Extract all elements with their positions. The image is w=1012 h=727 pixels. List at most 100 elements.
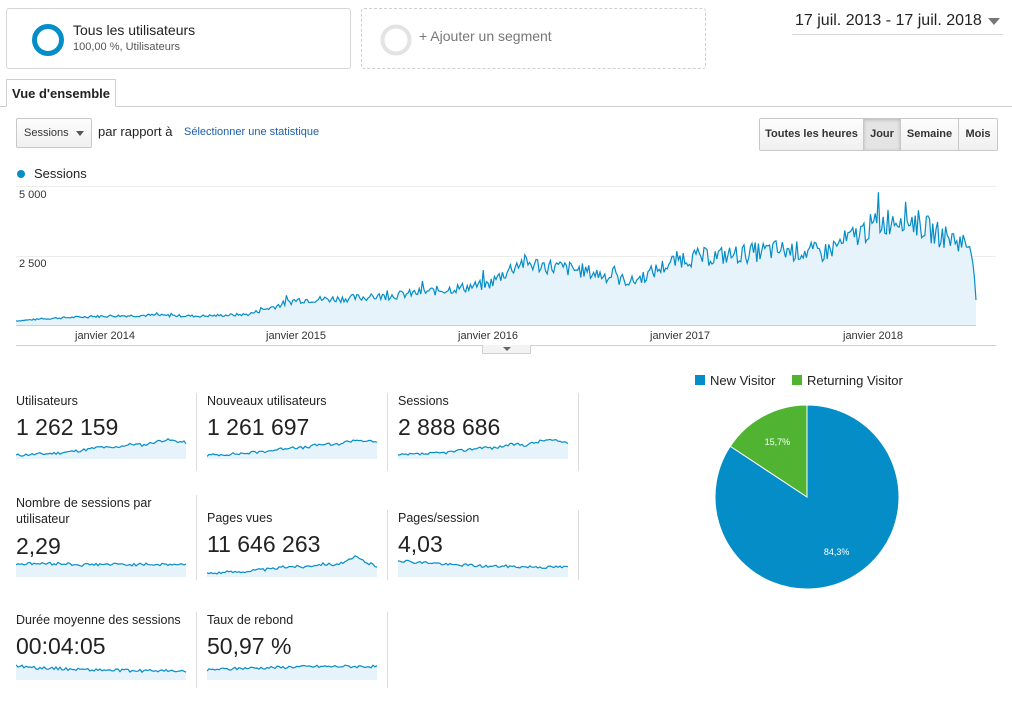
sessions-line-chart[interactable] [16, 186, 996, 326]
metric-divider [578, 510, 579, 580]
metric-label: Taux de rebond [207, 613, 294, 627]
tab-overview[interactable]: Vue d'ensemble [6, 79, 116, 107]
sparkline-area [16, 562, 186, 577]
granularity-toggle: Toutes les heures Jour Semaine Mois [759, 118, 998, 151]
sparkline-line [398, 438, 569, 456]
metric-select-value: Sessions [24, 127, 69, 139]
pie-slice-label: 84,3% [824, 547, 850, 557]
x-tick-label: janvier 2016 [458, 330, 518, 342]
metric-divider [387, 393, 388, 471]
returning-visitor-legend-label[interactable]: Returning Visitor [807, 373, 903, 388]
sparkline-line [16, 664, 187, 674]
metric-label: Durée moyenne des sessions [16, 613, 181, 627]
pie-slice-label: 15,7% [765, 437, 791, 447]
segment-name: Tous les utilisateurs [73, 22, 196, 38]
gridline-5000 [16, 186, 996, 187]
metric-sparkline [207, 664, 378, 680]
metric-sessions-per-user[interactable]: Nombre de sessions par utilisateur 2,29 [16, 495, 194, 580]
metric-value: 1 262 159 [16, 414, 119, 440]
metric-label: Sessions [398, 394, 449, 408]
sparkline-line [207, 664, 378, 672]
granularity-day-button[interactable]: Jour [863, 119, 900, 150]
metric-divider [196, 495, 197, 580]
metric-value: 2,29 [16, 533, 61, 559]
select-metric-link[interactable]: Sélectionner une statistique [184, 126, 320, 138]
chevron-down-icon [76, 131, 84, 136]
metric-sparkline [16, 561, 187, 577]
x-tick-label: janvier 2017 [650, 330, 710, 342]
segment-ring-icon [32, 24, 64, 56]
sparkline-area [398, 560, 568, 577]
x-tick-label: janvier 2018 [843, 330, 903, 342]
compare-label: par rapport à [98, 124, 173, 139]
sessions-legend-dot [17, 170, 25, 178]
metric-label: Pages/session [398, 511, 480, 525]
sparkline-area [398, 439, 568, 459]
x-tick-label: janvier 2015 [266, 330, 326, 342]
metric-new-users[interactable]: Nouveaux utilisateurs 1 261 697 [207, 393, 385, 473]
pie-slice-returning-visitor[interactable] [729, 404, 808, 498]
sessions-series-line [16, 192, 977, 322]
granularity-month-button[interactable]: Mois [958, 119, 997, 150]
chevron-down-icon [988, 18, 1000, 25]
metric-value: 11 646 263 [207, 531, 321, 557]
metric-label: Nouveaux utilisateurs [207, 394, 327, 408]
metric-label: Nombre de sessions par utilisateur [16, 496, 152, 526]
metric-value: 4,03 [398, 531, 443, 557]
gridline-2500 [16, 256, 996, 257]
segment-card-all-users[interactable]: Tous les utilisateurs 100,00 %, Utilisat… [6, 8, 351, 69]
date-range-picker[interactable]: 17 juil. 2013 - 17 juil. 2018 [792, 10, 1003, 35]
sparkline-line [398, 559, 569, 570]
metric-select[interactable]: Sessions [16, 118, 92, 148]
metric-divider [196, 612, 197, 688]
metric-divider [387, 612, 388, 688]
sparkline-area [207, 665, 377, 680]
add-segment-label: + Ajouter un segment [419, 28, 552, 44]
metric-value: 50,97 % [207, 633, 292, 659]
metric-avg-session-duration[interactable]: Durée moyenne des sessions 00:04:05 [16, 612, 194, 684]
y-tick-label: 5 000 [19, 189, 47, 201]
sparkline-area [16, 664, 186, 680]
metric-label: Utilisateurs [16, 394, 78, 408]
sessions-legend-label[interactable]: Sessions [34, 166, 87, 181]
add-segment-card[interactable]: + Ajouter un segment [361, 8, 706, 69]
metric-divider [387, 510, 388, 580]
granularity-week-button[interactable]: Semaine [900, 119, 958, 150]
collapse-chart-handle[interactable] [482, 345, 531, 354]
returning-visitor-swatch [792, 375, 802, 385]
metric-sparkline [207, 555, 378, 577]
segment-subtitle: 100,00 %, Utilisateurs [73, 41, 180, 53]
metric-users[interactable]: Utilisateurs 1 262 159 [16, 393, 194, 473]
sparkline-area [207, 440, 377, 459]
chevron-down-icon [503, 347, 511, 351]
metric-pageviews[interactable]: Pages vues 11 646 263 [207, 510, 385, 580]
date-range-text: 17 juil. 2013 - 17 juil. 2018 [795, 12, 982, 29]
sparkline-line [16, 438, 187, 457]
metric-value: 1 261 697 [207, 414, 310, 440]
metric-sparkline [398, 438, 569, 459]
metric-value: 00:04:05 [16, 633, 106, 659]
metric-value: 2 888 686 [398, 414, 501, 440]
metric-sessions[interactable]: Sessions 2 888 686 [398, 393, 576, 473]
new-visitor-swatch [695, 375, 705, 385]
x-axis-line [16, 325, 976, 326]
tab-divider [0, 106, 1012, 107]
metric-pages-per-session[interactable]: Pages/session 4,03 [398, 510, 576, 580]
metric-label: Pages vues [207, 511, 273, 525]
metric-sparkline [207, 439, 378, 459]
y-tick-label: 2 500 [19, 258, 47, 270]
metric-bounce-rate[interactable]: Taux de rebond 50,97 % [207, 612, 385, 684]
empty-ring-icon [380, 24, 412, 56]
metric-divider [578, 393, 579, 471]
x-tick-label: janvier 2014 [75, 330, 135, 342]
metric-sparkline [398, 559, 569, 577]
granularity-hourly-button[interactable]: Toutes les heures [760, 119, 863, 150]
sparkline-area [16, 438, 186, 459]
sparkline-line [207, 555, 378, 575]
new-visitor-legend-label[interactable]: New Visitor [710, 373, 776, 388]
metric-divider [196, 393, 197, 471]
sessions-area [16, 192, 976, 325]
visitor-type-pie-chart[interactable]: 84,3% 15,7% [700, 395, 915, 600]
sparkline-line [16, 561, 187, 567]
sparkline-line [207, 439, 378, 457]
